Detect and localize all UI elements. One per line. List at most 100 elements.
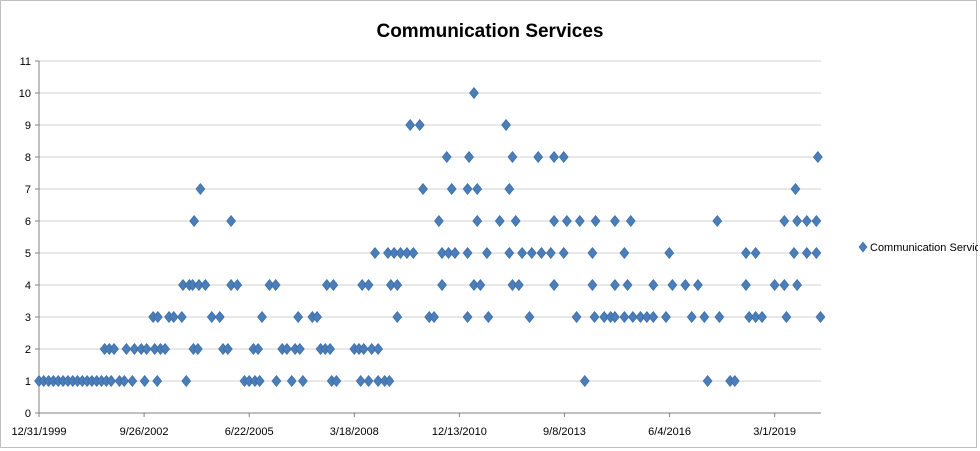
data-point [443, 247, 454, 259]
x-tick-label: 12/13/2010 [432, 426, 487, 438]
data-point [363, 375, 374, 387]
data-point [579, 375, 590, 387]
data-point [558, 151, 569, 163]
data-point [587, 279, 598, 291]
data-point [549, 279, 559, 291]
legend: Communication Services [858, 241, 978, 254]
data-point [270, 279, 281, 291]
y-tick-label: 1 [25, 376, 31, 388]
gridlines [39, 60, 821, 382]
data-point [152, 311, 163, 323]
data-point [392, 311, 403, 323]
data-point [811, 215, 822, 227]
legend-label: Communication Services [870, 242, 978, 254]
data-point [462, 311, 473, 323]
data-point [109, 343, 119, 355]
data-point [384, 375, 395, 387]
data-point [408, 247, 419, 259]
data-point [160, 343, 170, 355]
x-tick-label: 6/4/2016 [648, 426, 691, 438]
data-point [254, 375, 265, 387]
data-point [462, 247, 473, 259]
data-point [589, 311, 600, 323]
data-point [462, 183, 473, 195]
data-point [226, 215, 236, 227]
data-point [610, 311, 620, 323]
data-point [507, 151, 518, 163]
data-point [750, 247, 761, 259]
data-point [587, 247, 598, 259]
data-point [271, 375, 282, 387]
chart-title: Communication Services [376, 21, 603, 42]
data-point [181, 375, 192, 387]
data-point [744, 311, 755, 323]
data-point [494, 215, 505, 227]
data-point [792, 215, 803, 227]
data-point [801, 215, 812, 227]
data-point [373, 375, 384, 387]
data-point [533, 151, 544, 163]
y-tick-label: 2 [25, 344, 31, 356]
data-point [536, 247, 547, 259]
data-point [355, 375, 366, 387]
data-point [139, 375, 150, 387]
data-point [610, 279, 620, 291]
data-point [750, 311, 761, 323]
data-point [757, 311, 767, 323]
y-tick-label: 0 [25, 408, 31, 420]
data-point [741, 279, 751, 291]
data-point [193, 343, 203, 355]
data-point [680, 279, 691, 291]
data-point [507, 279, 518, 291]
data-point [232, 279, 243, 291]
data-point [781, 311, 792, 323]
data-point [524, 311, 535, 323]
data-point [389, 247, 399, 259]
data-point [405, 119, 416, 131]
data-point [294, 343, 305, 355]
data-point [253, 343, 264, 355]
data-point [610, 215, 620, 227]
data-point [627, 311, 638, 323]
data-point [200, 279, 211, 291]
data-point [189, 215, 200, 227]
data-point [482, 247, 492, 259]
data-point [501, 119, 511, 131]
data-point [214, 311, 225, 323]
data-point [433, 215, 444, 227]
data-point [195, 183, 206, 195]
data-point [622, 279, 633, 291]
y-tick-label: 10 [19, 88, 31, 100]
y-tick-label: 6 [25, 216, 31, 228]
data-point [152, 375, 163, 387]
data-point [437, 279, 447, 291]
data-point [331, 375, 342, 387]
data-point [385, 279, 396, 291]
data-point [127, 375, 138, 387]
data-point [194, 279, 204, 291]
data-point [446, 183, 457, 195]
data-point [293, 311, 304, 323]
data-point [414, 119, 425, 131]
data-point [811, 247, 822, 259]
x-tick-label: 9/8/2013 [543, 426, 586, 438]
data-point [178, 279, 188, 291]
data-point [472, 183, 483, 195]
data-point [206, 311, 217, 323]
x-tick-label: 9/26/2002 [120, 426, 169, 438]
data-point [686, 311, 697, 323]
data-point [373, 343, 384, 355]
data-point [298, 375, 308, 387]
data-point [712, 215, 723, 227]
data-point [667, 279, 678, 291]
data-point [429, 311, 439, 323]
data-point [801, 247, 812, 259]
data-point [312, 311, 322, 323]
data-point [702, 375, 713, 387]
data-point [395, 247, 406, 259]
y-tick-label: 9 [25, 120, 31, 132]
data-point [469, 279, 479, 291]
data-point [549, 215, 559, 227]
data-point [464, 151, 474, 163]
y-tick-label: 3 [25, 312, 31, 324]
